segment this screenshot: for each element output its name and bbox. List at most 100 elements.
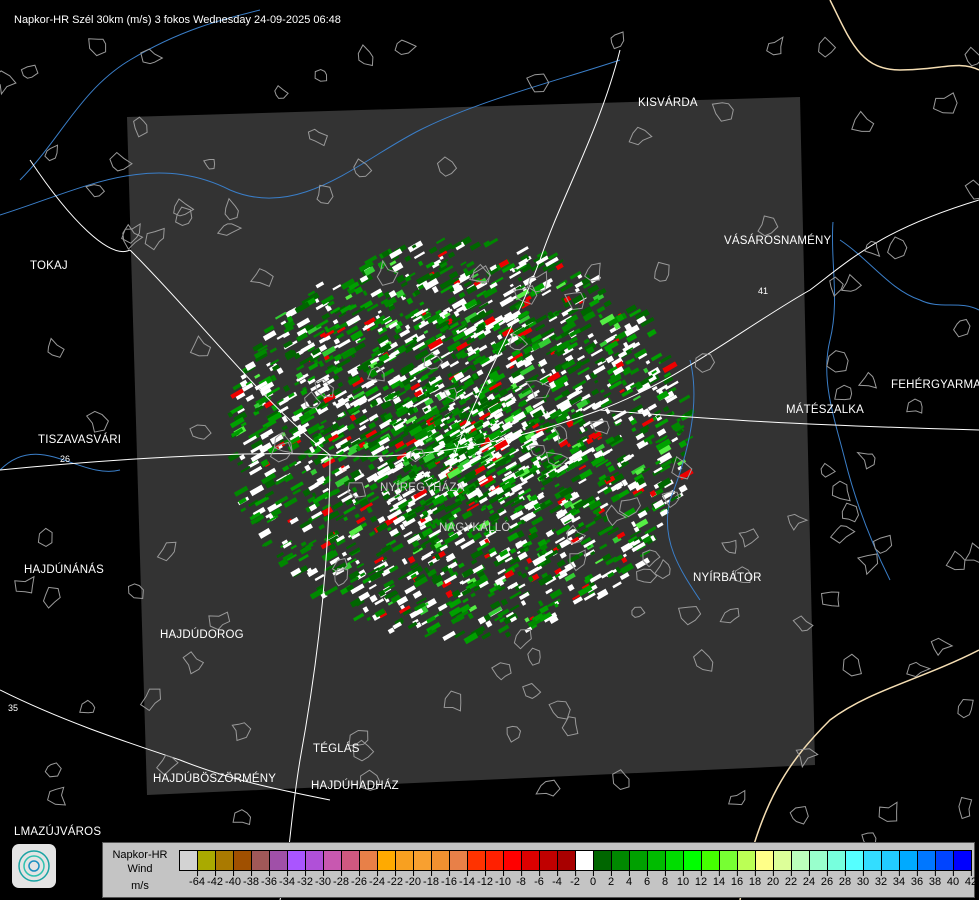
radar-echo bbox=[453, 371, 465, 382]
radar-echo bbox=[374, 608, 386, 618]
radar-echo bbox=[449, 429, 461, 438]
radar-echo bbox=[359, 502, 374, 512]
radar-echo bbox=[354, 496, 368, 506]
radar-echo bbox=[450, 353, 457, 360]
radar-echo bbox=[416, 470, 425, 477]
radar-echo bbox=[275, 476, 287, 486]
radar-echo bbox=[414, 349, 429, 361]
radar-echo bbox=[324, 384, 331, 392]
radar-echo bbox=[319, 429, 325, 434]
radar-echo bbox=[522, 338, 533, 348]
radar-echo bbox=[404, 273, 410, 278]
radar-echo bbox=[389, 506, 398, 513]
radar-echo bbox=[327, 300, 335, 307]
radar-echo bbox=[477, 332, 486, 341]
radar-echo bbox=[567, 366, 577, 375]
rivers bbox=[0, 9, 979, 601]
radar-echo bbox=[378, 456, 384, 463]
radar-echo bbox=[398, 381, 405, 389]
radar-echo bbox=[309, 587, 325, 600]
radar-echo bbox=[554, 483, 560, 488]
settlement-outline bbox=[513, 285, 538, 305]
radar-echo bbox=[572, 596, 583, 605]
radar-echo bbox=[497, 324, 514, 337]
radar-echo bbox=[366, 472, 379, 483]
radar-echo bbox=[440, 571, 445, 576]
city-label: VÁSÁROSNAMÉNY bbox=[724, 235, 832, 247]
radar-echo bbox=[413, 389, 423, 398]
settlement-outline bbox=[757, 215, 779, 237]
settlement-outline bbox=[156, 541, 177, 562]
radar-echo bbox=[493, 267, 499, 273]
radar-echo bbox=[435, 237, 446, 245]
radar-echo bbox=[300, 342, 316, 354]
radar-echo bbox=[378, 418, 393, 430]
radar-echo bbox=[349, 414, 357, 422]
radar-echo bbox=[528, 526, 538, 535]
settlement-outline bbox=[122, 223, 144, 250]
legend-swatch bbox=[198, 851, 216, 870]
radar-echo bbox=[459, 393, 466, 400]
radar-echo bbox=[497, 454, 512, 466]
radar-echo bbox=[340, 440, 352, 450]
radar-echo bbox=[613, 352, 620, 357]
radar-echo bbox=[298, 554, 309, 562]
radar-echo bbox=[470, 445, 480, 454]
radar-echo bbox=[347, 448, 358, 457]
radar-echo bbox=[475, 280, 488, 290]
settlement-outline bbox=[85, 184, 106, 198]
radar-echo bbox=[498, 428, 511, 438]
radar-echo bbox=[510, 368, 524, 379]
radar-echo bbox=[544, 549, 559, 560]
radar-echo bbox=[619, 572, 630, 581]
radar-echo bbox=[509, 364, 515, 370]
radar-echo bbox=[454, 241, 466, 251]
radar-echo bbox=[388, 304, 396, 312]
radar-echo bbox=[426, 312, 441, 324]
radar-echo bbox=[258, 442, 273, 454]
radar-echo bbox=[554, 536, 566, 544]
radar-echo bbox=[532, 409, 544, 420]
radar-echo bbox=[435, 580, 444, 588]
radar-echo bbox=[583, 539, 596, 549]
radar-echo bbox=[395, 274, 406, 284]
radar-echo bbox=[348, 304, 358, 311]
legend-tick: 22 bbox=[785, 871, 797, 888]
radar-echo bbox=[633, 526, 640, 533]
radar-echo bbox=[616, 531, 626, 540]
radar-echo bbox=[431, 494, 446, 507]
radar-echo bbox=[525, 405, 534, 413]
radar-echo bbox=[600, 389, 605, 394]
settlement-outline bbox=[140, 48, 164, 65]
radar-echo bbox=[497, 568, 506, 575]
radar-echo bbox=[549, 588, 563, 600]
radar-echo bbox=[428, 375, 443, 386]
radar-echo bbox=[653, 466, 663, 474]
radar-echo bbox=[410, 382, 421, 391]
settlement-outline bbox=[566, 524, 587, 545]
radar-echo bbox=[658, 444, 672, 456]
radar-echo bbox=[300, 415, 315, 425]
settlement-outline bbox=[887, 236, 908, 260]
radar-echo bbox=[348, 404, 361, 414]
radar-echo bbox=[615, 566, 621, 573]
radar-echo bbox=[320, 419, 327, 425]
radar-echo bbox=[233, 485, 249, 497]
radar-echo bbox=[278, 558, 289, 568]
radar-echo bbox=[270, 507, 282, 518]
radar-echo bbox=[446, 416, 456, 424]
radar-echo bbox=[417, 260, 424, 267]
radar-echo bbox=[475, 490, 491, 502]
legend-tick: 30 bbox=[857, 871, 869, 888]
radar-echo bbox=[343, 562, 353, 571]
radar-echo bbox=[347, 374, 361, 386]
legend-swatch bbox=[270, 851, 288, 870]
radar-echo bbox=[358, 498, 369, 508]
radar-echo bbox=[550, 381, 565, 393]
radar-echo bbox=[520, 519, 526, 525]
radar-echo bbox=[388, 248, 403, 260]
radar-echo bbox=[545, 538, 551, 544]
settlement-outline bbox=[173, 198, 195, 217]
legend-tick: -8 bbox=[516, 871, 526, 888]
radar-echo bbox=[490, 600, 501, 610]
